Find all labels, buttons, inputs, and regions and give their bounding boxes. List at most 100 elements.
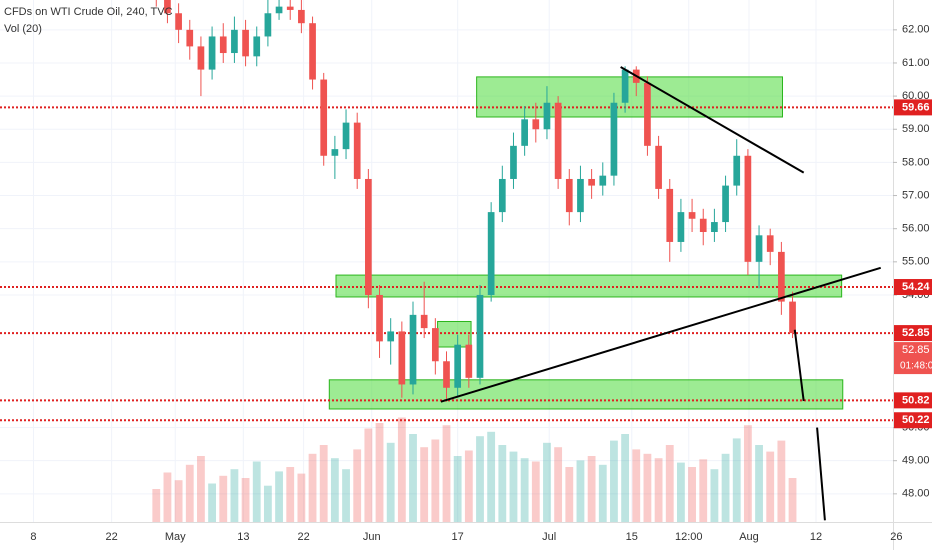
volume-bar (241, 478, 250, 522)
volume-bar (342, 469, 350, 522)
candle-body (197, 46, 205, 70)
x-tick-label: Jul (542, 531, 556, 543)
volume-bar (777, 440, 786, 522)
candle-body (577, 178, 584, 213)
volume-label: Vol (20) (4, 23, 42, 35)
candle-body (320, 79, 328, 156)
volume-bar (330, 458, 339, 522)
volume-bar (554, 447, 563, 522)
candle-body (164, 0, 171, 14)
x-tick-label: Aug (739, 531, 759, 543)
zone (437, 320, 472, 348)
x-tick-label: 26 (890, 531, 902, 543)
volume-bar (710, 469, 719, 522)
volume-bar (732, 438, 741, 522)
volume-bar (163, 472, 172, 522)
candle-body (666, 188, 674, 242)
level-label: 50.82 (902, 394, 930, 406)
candle-body (286, 6, 294, 10)
volume-bar (275, 471, 283, 522)
candle-body (699, 218, 707, 232)
volume-bar (498, 445, 507, 522)
volume-bar (420, 447, 429, 522)
zone (328, 379, 844, 410)
volume-bar (431, 439, 440, 522)
candle-body (365, 178, 372, 295)
volume-bar (453, 456, 462, 522)
candle-body (420, 314, 428, 329)
volume-bar (174, 480, 183, 522)
candle-body (387, 331, 395, 342)
plot-area (0, 0, 893, 522)
candle-body (644, 82, 651, 146)
candle-body (175, 13, 182, 30)
candle-body (744, 155, 752, 262)
volume-bar (643, 453, 652, 522)
candle-body (789, 301, 796, 334)
level-label-bg (894, 325, 932, 342)
volume-bar (263, 485, 272, 522)
candle-body (186, 29, 194, 47)
zone (476, 76, 783, 118)
volume-bar (364, 428, 373, 522)
volume-bar (755, 445, 763, 522)
candle-body (208, 36, 216, 70)
candle-body (409, 314, 417, 385)
volume-bar (308, 453, 317, 522)
candle-body (565, 178, 573, 213)
volume-bar (743, 425, 752, 522)
volume-bar (487, 431, 496, 522)
x-tick-label: 12:00 (675, 531, 703, 543)
volume-bar (543, 442, 551, 522)
candle-body (599, 175, 607, 186)
y-tick-label: 56.00 (902, 223, 930, 235)
x-tick-label: 22 (297, 531, 309, 543)
candle-body (766, 235, 774, 252)
last-price-bg (894, 342, 932, 375)
candle-body (778, 251, 785, 302)
candle-body (454, 344, 462, 388)
candle-body (242, 29, 249, 57)
volume-bar (665, 445, 674, 522)
candle-body (688, 212, 696, 219)
volume-bar (386, 442, 395, 522)
candle-body (376, 294, 383, 342)
volume-bar (442, 425, 451, 522)
y-tick-label: 57.00 (902, 189, 930, 201)
x-tick-label: 12 (810, 531, 822, 543)
candle-body (655, 145, 662, 189)
volume-bar (353, 449, 362, 522)
level-label: 54.24 (902, 281, 930, 293)
x-tick-label: 15 (626, 531, 638, 543)
volume-bar (598, 464, 607, 522)
x-tick-label: 13 (237, 531, 249, 543)
level-label-bg (894, 99, 932, 116)
volume-bar (610, 440, 618, 522)
volume-bar (788, 478, 797, 522)
y-tick-label: 59.00 (902, 123, 930, 135)
candle-body (498, 178, 506, 213)
candle-body (733, 155, 741, 186)
volume-bar (509, 451, 518, 522)
candle-body (398, 331, 406, 385)
volume-bar (409, 434, 417, 522)
x-tick-label: Jun (363, 531, 381, 543)
volume-bar (219, 475, 228, 522)
candle-body (554, 102, 562, 179)
x-tick-label: 8 (30, 531, 36, 543)
volume-bar (576, 460, 585, 522)
volume-bar (654, 458, 663, 522)
candle-body (309, 23, 316, 80)
volume-bar (208, 483, 216, 522)
volume-bar (152, 489, 161, 522)
volume-bar (197, 456, 205, 522)
level-label: 59.66 (902, 101, 930, 113)
y-tick-label: 48.00 (902, 488, 930, 500)
volume-bar (319, 445, 328, 522)
volume-bar (286, 467, 295, 522)
y-tick-label: 49.00 (902, 455, 930, 467)
y-tick-label: 61.00 (902, 57, 930, 69)
countdown-label: 01:48:09 (900, 361, 932, 372)
volume-bar (185, 464, 194, 522)
candle-body (722, 185, 729, 223)
